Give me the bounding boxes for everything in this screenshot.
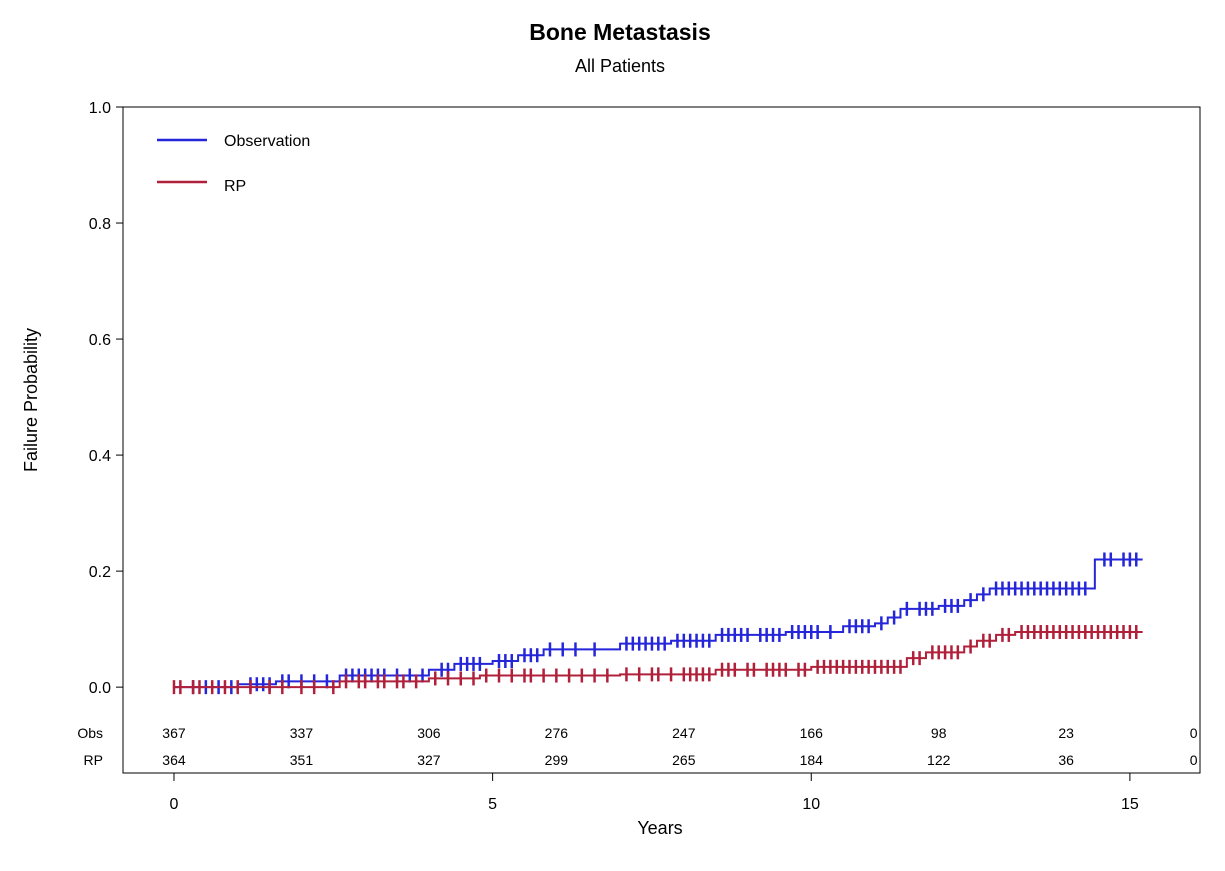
x-axis: 0 5 10 15 [170, 773, 1139, 813]
risk-value: 23 [1058, 725, 1074, 741]
risk-value: 184 [800, 752, 824, 768]
legend-label-rp: RP [224, 178, 246, 195]
risk-value: 337 [290, 725, 314, 741]
risk-value: 299 [545, 752, 569, 768]
y-axis-label: Failure Probability [21, 328, 41, 472]
risk-value: 351 [290, 752, 314, 768]
risk-value: 36 [1058, 752, 1074, 768]
legend: Observation RP [157, 133, 310, 195]
legend-label-observation: Observation [224, 133, 310, 150]
x-tick-label: 5 [488, 796, 497, 813]
series-line-rp [173, 631, 1143, 689]
chart-subtitle: All Patients [575, 56, 665, 76]
x-tick-label: 0 [170, 796, 179, 813]
risk-value: 0 [1190, 725, 1198, 741]
y-axis: 0.0 0.2 0.4 0.6 0.8 1.0 [89, 100, 123, 697]
risk-value: 247 [672, 725, 696, 741]
y-tick-label: 0.0 [89, 680, 111, 697]
risk-value: 122 [927, 752, 951, 768]
y-tick-label: 0.4 [89, 448, 111, 465]
risk-table: Obs 367 337 306 276 247 166 98 23 0 RP 364 351 327 299… [77, 725, 1197, 768]
risk-value: 0 [1190, 752, 1198, 768]
risk-value: 364 [162, 752, 186, 768]
risk-value: 327 [417, 752, 441, 768]
risk-value: 306 [417, 725, 441, 741]
x-axis-label: Years [637, 818, 682, 838]
plot-frame [122, 106, 1201, 774]
risk-row-label: Obs [77, 725, 103, 741]
x-tick-label: 10 [802, 796, 820, 813]
risk-value: 166 [800, 725, 824, 741]
chart-title: Bone Metastasis [529, 19, 711, 45]
risk-value: 265 [672, 752, 696, 768]
risk-value: 367 [162, 725, 186, 741]
y-tick-label: 0.8 [89, 216, 111, 233]
series-layer [172, 552, 1143, 695]
y-tick-label: 0.6 [89, 332, 111, 349]
risk-value: 98 [931, 725, 947, 741]
y-tick-label: 0.2 [89, 564, 111, 581]
series-line-observation [173, 558, 1143, 689]
risk-row-label: RP [84, 752, 103, 768]
x-tick-label: 15 [1121, 796, 1139, 813]
y-tick-label: 1.0 [89, 100, 111, 117]
risk-value: 276 [545, 725, 569, 741]
